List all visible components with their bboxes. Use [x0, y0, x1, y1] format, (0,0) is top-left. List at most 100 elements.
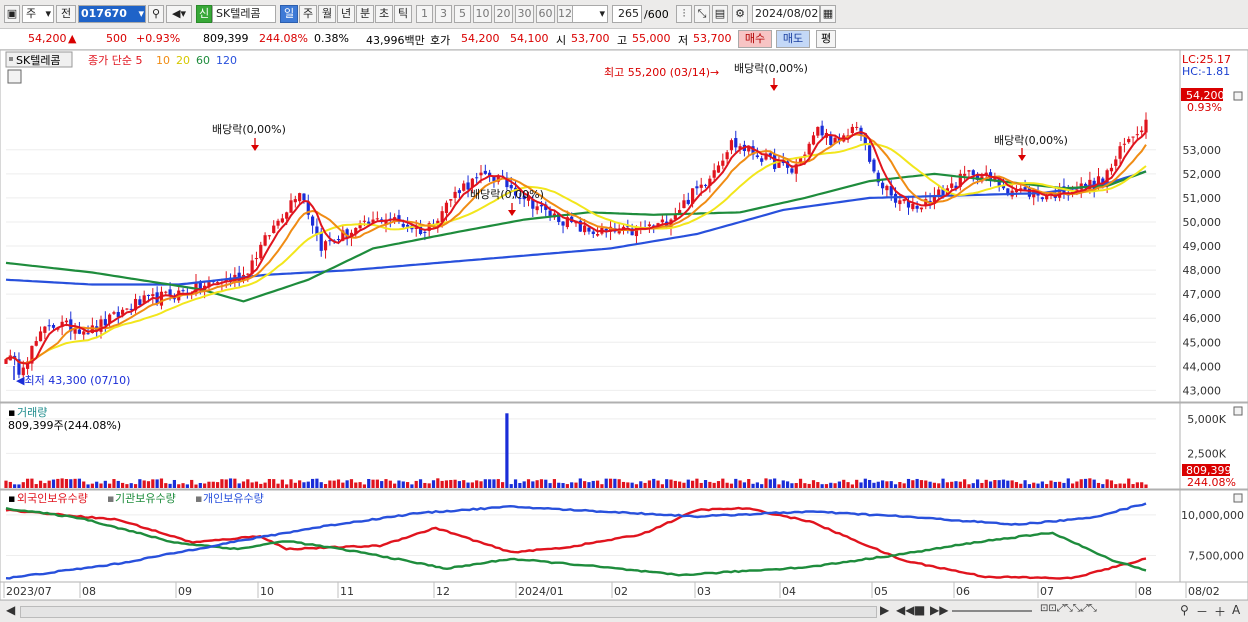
candle-body — [198, 282, 202, 290]
interval-custom-select[interactable]: ▾ — [572, 5, 608, 23]
volume-bar — [30, 478, 34, 488]
count-input[interactable]: 265 — [612, 5, 642, 23]
volume-bar — [103, 480, 107, 488]
volume-bar — [423, 482, 427, 488]
up-triangle-icon: ▲ — [68, 32, 77, 45]
period-tab-2[interactable]: 월 — [318, 5, 336, 23]
candle-body — [375, 218, 379, 220]
sell-button[interactable]: 매도 — [776, 30, 810, 48]
stock-code-input[interactable]: 017670 ▾ — [78, 5, 146, 23]
period-tab-0[interactable]: 일 — [280, 5, 298, 23]
candle-body — [634, 226, 639, 237]
interval-button-1[interactable]: 1 — [416, 5, 433, 23]
speaker-icon[interactable]: ◀▾ — [166, 5, 192, 23]
stock-chart[interactable]: 43,000 44,000 45,000 46,000 47,000 48,000 49,0… — [0, 50, 1248, 600]
scroll-right-icon[interactable]: ▶ — [880, 603, 890, 617]
horizontal-scrollbar[interactable] — [20, 606, 877, 618]
volume-bar — [1032, 482, 1036, 488]
volume-bar — [807, 483, 811, 488]
volume-bar — [729, 483, 734, 488]
candle-type-icon[interactable]: ⫶ — [676, 5, 692, 23]
zoom-in-icon[interactable]: ＋ — [1214, 605, 1227, 619]
first-page-icon[interactable]: ◀◀ — [896, 603, 915, 617]
zoom-search-icon[interactable]: ⚲ — [1180, 603, 1189, 617]
candle-body — [47, 325, 51, 327]
volume-bar — [319, 482, 323, 488]
high-label: 고 — [617, 34, 628, 47]
candle-body — [505, 177, 509, 188]
volume-bar — [660, 484, 664, 488]
period-tab-1[interactable]: 주 — [299, 5, 317, 23]
holdings-tick-label: 10,000,000 — [1181, 509, 1244, 522]
interval-button-20[interactable]: 20 — [494, 5, 513, 23]
volume-bar — [1083, 478, 1088, 488]
candle-body — [721, 160, 725, 166]
volume-bar — [880, 480, 885, 488]
volume-bar — [505, 413, 509, 488]
search-icon[interactable]: ⚲ — [148, 5, 164, 23]
zoom-slider[interactable] — [952, 610, 1032, 612]
prev-button[interactable]: 전 — [56, 5, 76, 23]
interval-button-3[interactable]: 3 — [435, 5, 452, 23]
candle-body — [285, 212, 289, 219]
volume-bar — [535, 480, 539, 488]
interval-button-5[interactable]: 5 — [454, 5, 471, 23]
volume-bar — [1135, 482, 1139, 488]
candle-body — [557, 213, 561, 222]
candle-body — [548, 210, 552, 216]
candle-body — [747, 146, 751, 152]
interval-button-30[interactable]: 30 — [515, 5, 534, 23]
volume-bar — [902, 483, 906, 488]
volume-bar — [906, 478, 911, 488]
draw-tool-icon[interactable]: ⤡ — [694, 5, 710, 23]
price-legend-item: 60 — [196, 54, 210, 67]
date-input[interactable]: 2024/08/02 — [752, 5, 820, 23]
interval-button-10[interactable]: 10 — [473, 5, 492, 23]
dividend-annotation: 배당락(0,00%) — [734, 62, 808, 75]
lc-label: LC:25.17 — [1182, 53, 1231, 66]
low-annotation: ◀최저 43,300 (07/10) — [16, 374, 130, 387]
volume-bar — [367, 479, 371, 488]
market-type-value: 주 — [26, 7, 37, 20]
period-tab-4[interactable]: 분 — [356, 5, 374, 23]
last-page-icon[interactable]: ▶▶ — [930, 603, 949, 617]
scroll-left-icon[interactable]: ◀ — [6, 603, 16, 617]
candle-body — [159, 291, 164, 306]
stop-icon[interactable]: ■ — [914, 603, 926, 617]
volume-bar — [233, 478, 237, 488]
candle-body — [298, 193, 302, 202]
period-tab-5[interactable]: 초 — [375, 5, 393, 23]
market-type-select[interactable]: 주 ▾ — [22, 5, 54, 23]
calculator-icon — [7, 69, 22, 84]
period-tab-6[interactable]: 틱 — [394, 5, 412, 23]
volume-bar — [38, 480, 43, 488]
volume-bar — [8, 481, 12, 488]
volume-bar — [522, 481, 526, 488]
volume-bar — [462, 480, 466, 488]
volume-bar — [781, 480, 785, 488]
candle-body — [4, 359, 8, 364]
buy-button[interactable]: 매수 — [738, 30, 772, 48]
volume-bar — [1023, 480, 1027, 488]
zoom-out-icon[interactable]: － — [1196, 605, 1209, 619]
open-price: 53,700 — [571, 32, 610, 45]
candle-body — [1131, 136, 1135, 138]
interval-button-60[interactable]: 60 — [536, 5, 555, 23]
candle-body — [829, 135, 833, 145]
period-tab-3[interactable]: 년 — [337, 5, 355, 23]
volume-bar — [872, 482, 876, 488]
volume-bar — [116, 480, 120, 488]
flat-button[interactable]: 평 — [816, 30, 836, 48]
volume-bar — [885, 481, 889, 488]
gear-icon[interactable]: ⚙ — [732, 5, 748, 23]
candle-body — [267, 235, 272, 237]
window-icon[interactable]: ▣ — [4, 5, 20, 23]
chart-tool-icon[interactable]: ⊡⊡⤢⤡⤡⤢⤡ — [1040, 603, 1097, 614]
candle-body — [578, 220, 582, 232]
count-total: /600 — [644, 8, 669, 21]
volume-bar — [310, 478, 315, 488]
text-size-icon[interactable]: A — [1232, 603, 1241, 617]
volume-bar — [975, 479, 980, 488]
calendar-icon[interactable]: ▦ — [820, 5, 836, 23]
save-icon[interactable]: ▤ — [712, 5, 728, 23]
